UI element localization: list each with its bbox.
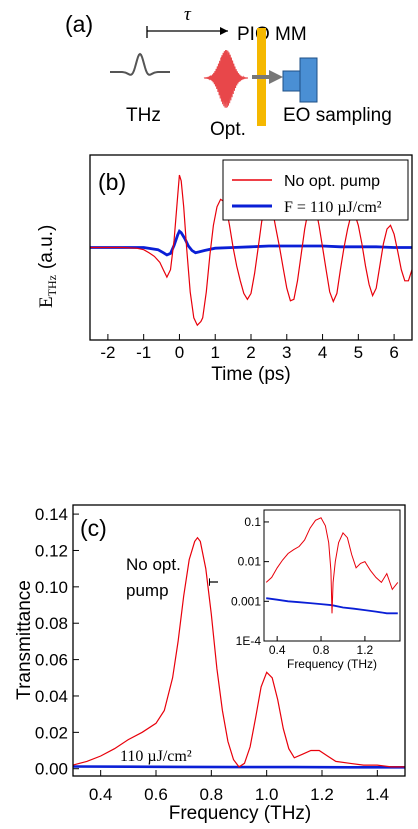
ylabel-sub: THz <box>45 275 59 296</box>
beam-arrow-head <box>269 70 283 84</box>
inset-frame <box>263 509 401 642</box>
panel-c-ylabel-group: Transmittance <box>14 580 35 700</box>
x-tick-label: -1 <box>136 343 151 362</box>
ylabel-unit: (a.u.) <box>36 225 57 269</box>
inset-y-tick-label: 1E-4 <box>236 634 262 648</box>
series-line-no-pump <box>72 536 405 768</box>
panel-b-frame <box>89 154 413 341</box>
annotation-110: 110 µJ/cm² <box>120 748 192 765</box>
inset-background <box>264 510 400 641</box>
detector-crystal-icon <box>282 70 301 92</box>
x-tick-label: 1 <box>210 343 219 362</box>
x-tick-label: 1.2 <box>310 785 334 804</box>
panel-a-label: (a) <box>65 11 93 37</box>
panel-b-ylabel: ETHz (a.u.) <box>36 225 59 308</box>
svg-text:ETHz(a.u.): ETHz (a.u.) <box>36 225 59 308</box>
y-tick-label: 0.02 <box>35 723 68 742</box>
panel-b-xlabel: Time (ps) <box>211 364 291 385</box>
x-tick-label: 4 <box>318 343 327 362</box>
tau-label: τ <box>184 4 192 25</box>
x-tick-label: 6 <box>389 343 398 362</box>
legend-box <box>222 159 409 221</box>
x-tick-label: 5 <box>354 343 363 362</box>
inset-y-tick-label: 0.1 <box>244 515 261 529</box>
thz-label: THz <box>126 105 161 126</box>
x-tick-label: 0 <box>175 343 184 362</box>
inset-series-line-no-pump <box>265 517 399 614</box>
y-tick-label: 0.14 <box>35 505 68 524</box>
inset-xlabel: Frequency (THz) <box>287 657 377 671</box>
x-tick-label: 2 <box>246 343 255 362</box>
y-tick-label: 0.10 <box>35 578 68 597</box>
panel-b-label: (b) <box>98 169 126 195</box>
x-tick-label: 0.8 <box>200 785 224 804</box>
series-line-f110 <box>90 228 412 257</box>
detector-icon <box>299 57 318 103</box>
panel-b-ticks: -2 -1 0 1 2 3 4 5 6 <box>100 334 399 362</box>
inset-x-tick-label: 0.4 <box>269 643 286 657</box>
panel-c-frame <box>72 504 406 777</box>
opt-label: Opt. <box>210 119 246 140</box>
panel-c-ticks: 0.4 0.6 0.8 1.0 1.2 1.4 0.00 0.02 0.04 0.06 0.08 0.… <box>35 505 389 804</box>
inset-ticks: 0.4 0.8 1.2 1E-4 0.001 0.01 0.1 <box>231 515 374 657</box>
annotation-no-opt: No opt. <box>126 555 181 574</box>
legend-label-f110: F = 110 µJ/cm² <box>284 199 382 216</box>
inset-chart: 0.4 0.8 1.2 1E-4 0.001 0.01 0.1 T Frequency (T… <box>206 509 401 671</box>
sample-label: PIO MM <box>237 24 307 45</box>
x-tick-label: 3 <box>282 343 291 362</box>
y-tick-label: 0.04 <box>35 687 68 706</box>
panel-c: 0.4 0.6 0.8 1.0 1.2 1.4 0.00 0.02 0.04 0.06 0.08 0.… <box>14 504 406 824</box>
y-tick-label: 0.08 <box>35 614 68 633</box>
x-tick-label: 1.4 <box>366 785 390 804</box>
detector-label: EO sampling <box>283 105 392 126</box>
panel-a: (a) τ PIO MM THz Opt. EO sampling <box>65 4 392 140</box>
thz-pulse-icon <box>110 52 170 76</box>
x-tick-label: 0.6 <box>144 785 168 804</box>
inset-x-tick-label: 1.2 <box>357 643 374 657</box>
inset-x-tick-label: 0.8 <box>313 643 330 657</box>
ylabel-e: E <box>36 296 57 308</box>
x-tick-label: 1.0 <box>255 785 279 804</box>
tau-arrow-head <box>220 27 228 35</box>
panel-c-label: (c) <box>80 515 107 541</box>
y-tick-label: 0.12 <box>35 541 68 560</box>
x-tick-label: -2 <box>100 343 115 362</box>
panel-b: -2 -1 0 1 2 3 4 5 6 (b) No opt. pump F = 110 µJ/… <box>36 154 413 385</box>
y-tick-label: 0.00 <box>35 760 68 779</box>
optical-pulse-icon <box>203 49 249 108</box>
inset-y-tick-label: 0.001 <box>231 594 261 608</box>
y-tick-label: 0.06 <box>35 651 68 670</box>
annotation-pump: pump <box>126 581 169 600</box>
panel-c-xlabel: Frequency (THz) <box>169 803 312 824</box>
panel-c-ylabel: Transmittance <box>14 580 35 700</box>
inset-ylabel: T <box>206 578 221 586</box>
x-tick-label: 0.4 <box>89 785 113 804</box>
inset-y-tick-label: 0.01 <box>238 555 262 569</box>
legend-label-no-pump: No opt. pump <box>284 173 380 190</box>
